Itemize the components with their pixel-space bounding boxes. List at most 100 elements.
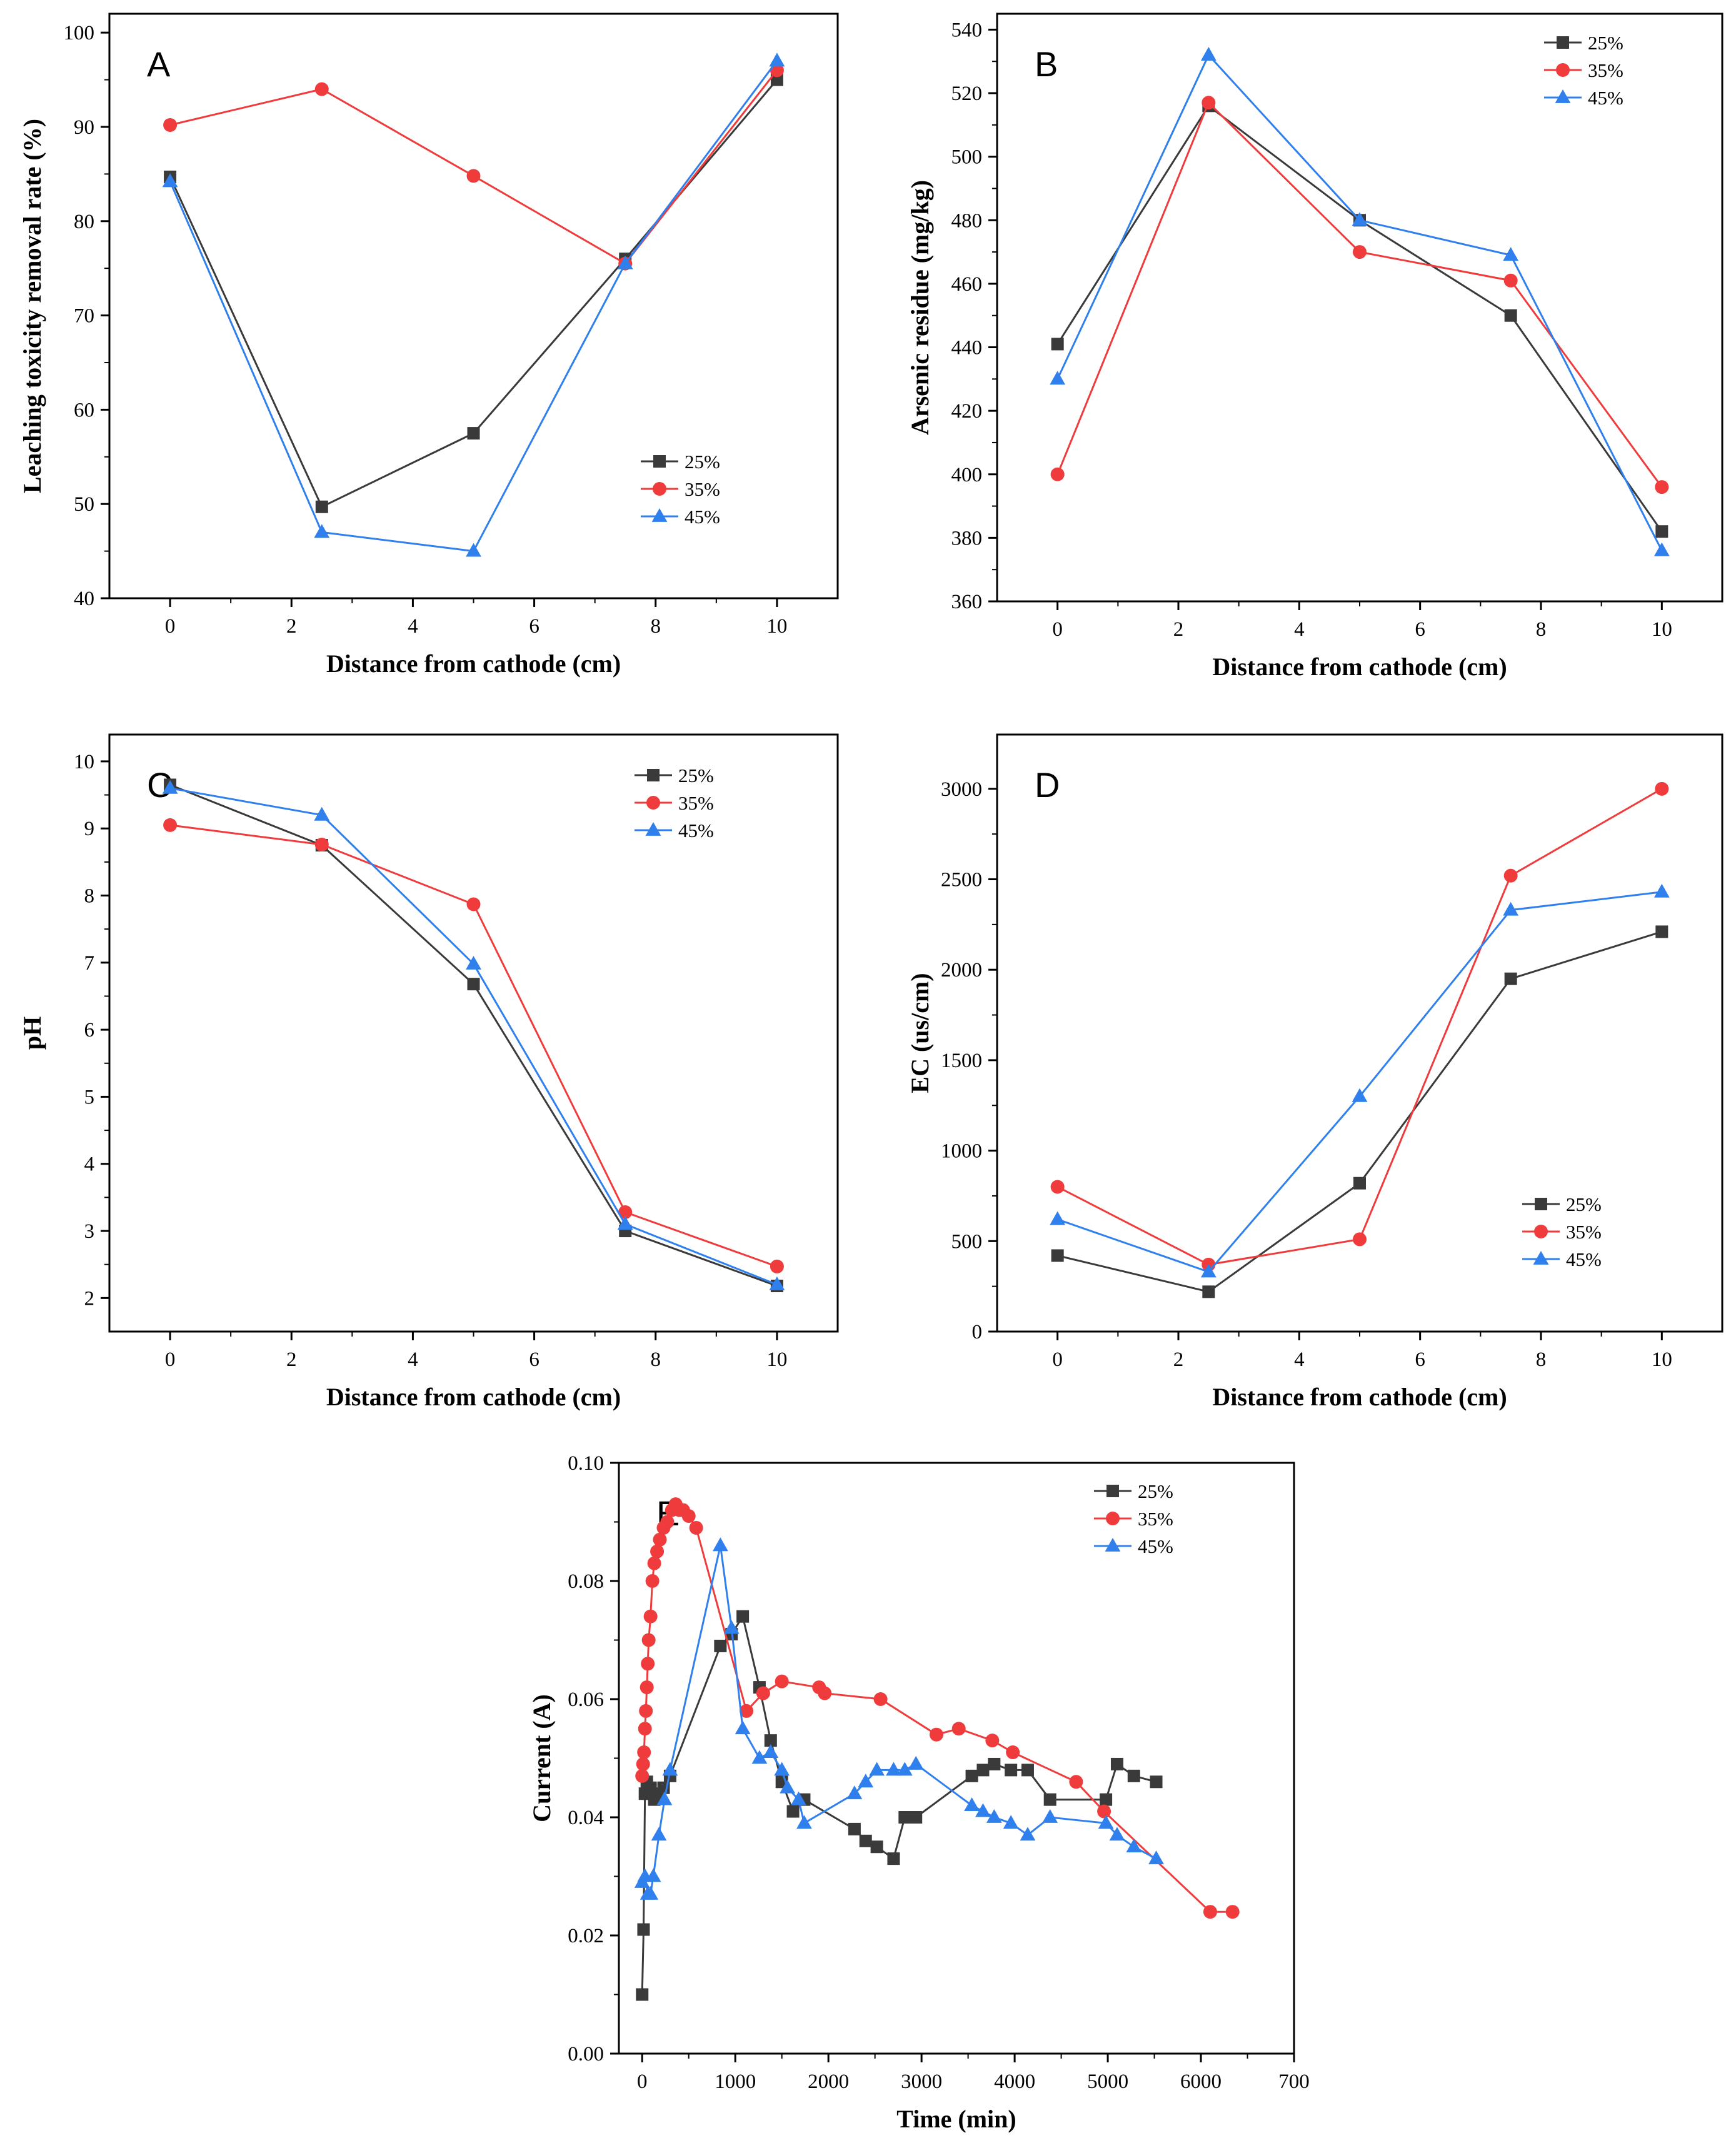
y-tick-label: 520	[951, 83, 983, 105]
data-point	[1202, 96, 1216, 110]
data-point	[314, 524, 330, 538]
data-point	[660, 1515, 675, 1529]
legend-marker	[1556, 63, 1570, 77]
data-point	[1100, 1793, 1113, 1806]
legend-label: 35%	[678, 792, 714, 814]
data-point	[641, 1633, 656, 1647]
panel-label: D	[1035, 765, 1060, 805]
x-tick-label: 0	[1052, 1348, 1063, 1371]
legend-label: 45%	[1588, 87, 1623, 109]
legend-marker	[1535, 1198, 1547, 1210]
legend-label: 45%	[685, 506, 720, 528]
y-tick-label: 90	[74, 116, 94, 139]
y-tick-label: 0.02	[568, 1925, 604, 1947]
data-point	[617, 255, 633, 269]
data-point	[1503, 901, 1519, 916]
y-tick-label: 9	[84, 818, 95, 840]
data-point	[653, 1532, 667, 1547]
data-point	[1203, 1905, 1217, 1919]
y-tick-label: 0.06	[568, 1689, 604, 1711]
data-point	[1005, 1764, 1018, 1777]
data-point	[638, 1722, 652, 1736]
data-point	[163, 818, 178, 832]
data-point	[712, 1537, 728, 1552]
data-point	[637, 1745, 651, 1760]
data-point	[643, 1609, 658, 1624]
data-point	[1021, 1764, 1034, 1777]
y-tick-label: 420	[951, 400, 983, 423]
chart-a: 0 2 4 6 8 10 40 50 60 70 80 90 100 Distance from cath…	[18, 13, 839, 678]
legend-marker	[653, 482, 666, 496]
data-point	[774, 1762, 790, 1776]
data-point	[1150, 1775, 1163, 1789]
data-point	[858, 1774, 874, 1788]
y-axis-label: EC (us/cm)	[906, 973, 934, 1093]
legend-marker	[1555, 89, 1571, 103]
chart-c: 0 2 4 6 8 10 2 3 4 5 6 7 8 9 10 Distance from cathode (…	[18, 733, 839, 1411]
data-point	[985, 1734, 1000, 1748]
data-point	[1051, 338, 1064, 351]
data-point	[869, 1762, 885, 1776]
y-tick-label: 40	[74, 588, 94, 610]
data-point	[818, 1686, 832, 1700]
y-tick-label: 500	[951, 1230, 983, 1253]
y-tick-label: 10	[74, 751, 94, 773]
data-point	[656, 1791, 673, 1805]
data-point	[756, 1686, 770, 1700]
data-point	[617, 1216, 633, 1230]
legend-label: 45%	[1566, 1248, 1602, 1270]
x-tick-label: 8	[1536, 618, 1547, 641]
y-axis-label: Leaching toxicity removal rate (%)	[18, 119, 46, 493]
legend-marker	[647, 769, 660, 781]
legend-marker	[1533, 1250, 1549, 1265]
data-point	[986, 1809, 1002, 1823]
y-tick-label: 360	[951, 591, 983, 613]
plot-frame	[108, 733, 839, 1333]
legend-marker	[1106, 1485, 1119, 1497]
x-tick-label: 4	[408, 615, 418, 638]
data-point	[1353, 1177, 1366, 1190]
data-point	[910, 1811, 923, 1824]
x-tick-label: 1000	[715, 2070, 756, 2093]
data-point	[1503, 868, 1518, 883]
legend-label: 35%	[685, 478, 720, 500]
legend-label: 35%	[1138, 1508, 1173, 1530]
data-point	[770, 1259, 784, 1273]
data-point	[650, 1544, 665, 1558]
data-point	[1050, 1180, 1065, 1194]
data-point	[1503, 247, 1519, 261]
data-point	[1352, 1088, 1368, 1102]
x-tick-label: 8	[651, 615, 661, 638]
data-point	[965, 1769, 978, 1782]
data-point	[896, 1762, 913, 1776]
data-point	[1653, 542, 1670, 556]
data-point	[735, 1720, 751, 1735]
data-point	[1352, 212, 1368, 226]
data-point	[466, 897, 481, 911]
data-point	[314, 837, 329, 851]
y-tick-label: 1500	[941, 1050, 982, 1072]
data-point	[859, 1834, 872, 1847]
data-point	[988, 1757, 1001, 1770]
data-point	[467, 978, 480, 991]
data-point	[898, 1811, 911, 1824]
y-tick-label: 3	[84, 1220, 95, 1243]
data-point	[763, 1744, 779, 1758]
y-tick-label: 2	[84, 1287, 95, 1310]
x-axis-label: Distance from cathode (cm)	[1212, 653, 1507, 681]
data-point	[162, 173, 178, 188]
y-tick-label: 6	[84, 1019, 95, 1041]
y-tick-label: 500	[951, 146, 983, 169]
data-point	[651, 1827, 667, 1841]
data-point	[681, 1509, 696, 1523]
legend-marker	[1106, 1512, 1120, 1525]
data-point	[618, 1205, 633, 1219]
x-tick-label: 6	[1415, 618, 1425, 641]
data-point	[639, 1704, 653, 1718]
y-tick-label: 380	[951, 527, 983, 550]
y-axis-label: Current (A)	[528, 1694, 556, 1822]
data-point	[740, 1704, 754, 1718]
data-point	[1127, 1769, 1140, 1782]
data-point	[870, 1840, 883, 1854]
